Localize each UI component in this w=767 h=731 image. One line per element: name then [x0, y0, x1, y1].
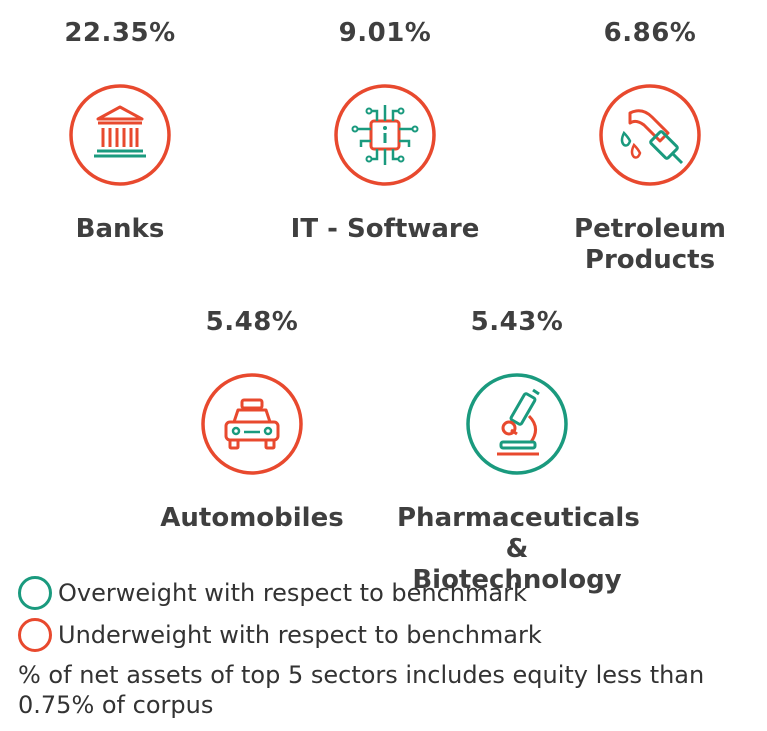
sector-name: Banks — [75, 214, 165, 244]
sector-percentage: 22.35% — [64, 18, 176, 48]
sector-name: IT - Software — [290, 214, 480, 244]
sector-petroleum-products: 6.86% Petroleum Products — [530, 18, 767, 276]
bank-icon — [68, 83, 172, 187]
fuel-nozzle-icon — [598, 83, 702, 187]
sector-pharmaceuticals-biotechnology: 5.43% Pharmaceuticals & Biotechnology — [397, 307, 640, 596]
legend-label: Overweight with respect to benchmark — [58, 579, 527, 607]
chip-icon — [333, 83, 437, 187]
footnote: % of net assets of top 5 sectors include… — [18, 661, 705, 719]
legend-underweight: Underweight with respect to benchmark — [18, 618, 542, 652]
sector-name: Pharmaceuticals & Biotechnology — [397, 503, 640, 595]
microscope-icon — [465, 372, 569, 476]
sector-percentage: 6.86% — [603, 18, 697, 48]
sector-automobiles: 5.48% Automobiles — [132, 307, 372, 534]
green-ring-icon — [18, 576, 52, 610]
sector-percentage: 9.01% — [338, 18, 432, 48]
red-ring-icon — [18, 618, 52, 652]
legend-overweight: Overweight with respect to benchmark — [18, 576, 527, 610]
legend-label: Underweight with respect to benchmark — [58, 621, 542, 649]
sector-percentage: 5.43% — [470, 307, 564, 337]
sector-percentage: 5.48% — [205, 307, 299, 337]
sector-it-software: 9.01% IT - Software — [265, 18, 505, 245]
car-icon — [200, 372, 304, 476]
sector-banks: 22.35% Banks — [0, 18, 240, 245]
sector-name: Automobiles — [160, 503, 344, 533]
sector-name: Petroleum Products — [574, 214, 726, 275]
